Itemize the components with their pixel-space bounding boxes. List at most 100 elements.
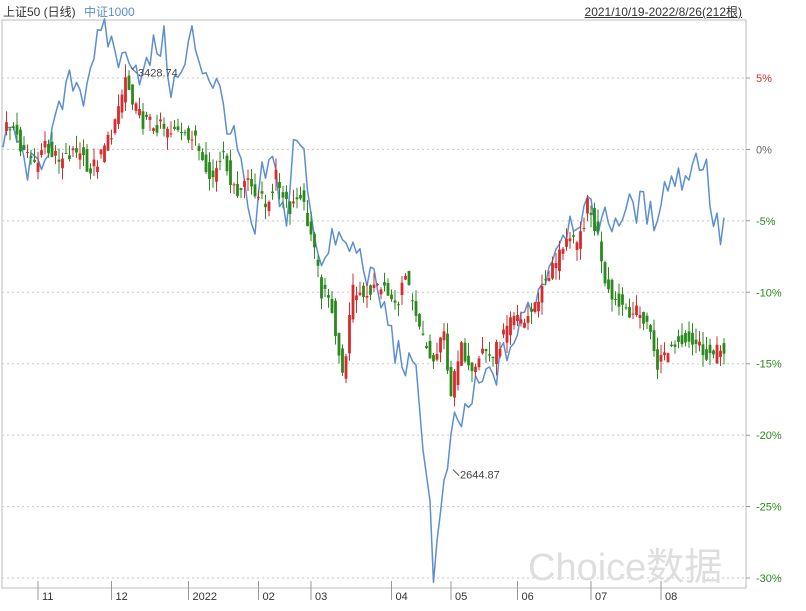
candle [348, 302, 351, 361]
candle [649, 324, 652, 340]
candle-body [425, 345, 428, 349]
candle [334, 298, 337, 345]
candle-body [530, 308, 533, 312]
candle-body [614, 299, 617, 301]
candle [232, 182, 236, 194]
candle [162, 117, 166, 137]
candle [523, 318, 526, 329]
candle-body [677, 336, 680, 342]
candle [176, 118, 180, 133]
candle [190, 130, 194, 151]
candle [201, 148, 204, 161]
date-range-label[interactable]: 2021/10/19-2022/8/26(212根) [584, 5, 742, 19]
candle [8, 126, 12, 141]
candle [628, 298, 631, 319]
candle [530, 302, 533, 324]
annotation-pointer [130, 67, 138, 74]
candle [169, 121, 173, 138]
candle [208, 152, 211, 191]
candle [642, 311, 645, 331]
candle [404, 273, 407, 281]
y-tick-label: -20% [756, 430, 782, 442]
candle-body [365, 295, 369, 298]
candle [274, 158, 278, 191]
candle-body [29, 156, 33, 159]
candle-body [687, 331, 691, 342]
candle-body [313, 233, 316, 248]
watermark-text: Choice数据 [528, 547, 722, 589]
candle-body [383, 282, 386, 286]
candle [428, 334, 432, 359]
x-tick-label: 07 [595, 591, 607, 603]
candle [64, 142, 68, 154]
candle [656, 337, 659, 380]
candle-body [481, 348, 484, 354]
candle [414, 290, 418, 322]
candle-body [267, 201, 271, 212]
candle-body [607, 279, 610, 290]
candle [561, 246, 565, 260]
candle-body [236, 183, 239, 197]
candle-body [362, 285, 365, 298]
candle-body [344, 356, 348, 379]
candle-body [484, 349, 488, 352]
candle-body [166, 128, 169, 138]
candle-body [719, 350, 722, 357]
candle-body [218, 160, 222, 162]
candle [621, 287, 624, 316]
y-tick-label: -25% [756, 502, 782, 514]
candle-body [463, 342, 467, 362]
candle-body [99, 149, 103, 155]
candle-body [145, 114, 148, 117]
candle-body [190, 139, 194, 141]
x-tick-label: 03 [315, 591, 327, 603]
candle-body [47, 143, 50, 154]
candle [645, 312, 649, 330]
candle-body [64, 152, 68, 154]
candle [309, 211, 313, 242]
candle [92, 148, 96, 177]
candle [442, 323, 446, 350]
candle [568, 231, 572, 249]
candle [610, 278, 614, 312]
candle-body [712, 350, 715, 355]
candle [470, 361, 474, 383]
candle-body [169, 133, 173, 135]
candle-body [372, 284, 376, 288]
candle-body [351, 284, 355, 320]
candle [250, 168, 253, 195]
candle [393, 290, 397, 310]
candle-body [201, 152, 204, 161]
candle [124, 64, 127, 111]
candle-body [232, 184, 236, 186]
candle [33, 148, 36, 164]
candle-body [173, 126, 176, 129]
candle-body [369, 285, 372, 295]
candle-body [523, 322, 526, 328]
candle [229, 149, 232, 194]
candle-body [649, 325, 652, 332]
candle [670, 341, 673, 348]
candle [211, 159, 215, 188]
candle-body [411, 300, 414, 302]
candle [299, 186, 302, 201]
x-tick-label: 05 [455, 591, 467, 603]
candle-body [19, 129, 22, 152]
candle [383, 272, 386, 292]
candle-body [229, 160, 232, 186]
candle [12, 122, 15, 131]
candle [502, 323, 505, 339]
candle [411, 293, 414, 311]
candle [722, 338, 726, 365]
candle [680, 323, 684, 348]
series-zz1000-line [2, 18, 725, 584]
candle-body [442, 331, 446, 341]
candle-body [705, 349, 708, 360]
candle-body [407, 270, 411, 285]
candle [659, 344, 663, 374]
candle [278, 173, 281, 200]
y-tick-label: -15% [756, 359, 782, 371]
candle [617, 283, 621, 316]
